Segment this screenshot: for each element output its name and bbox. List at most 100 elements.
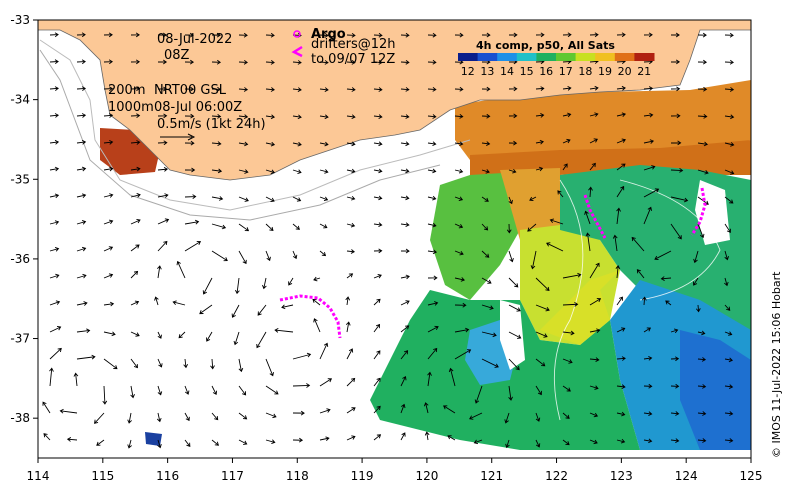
current-vector: [265, 385, 279, 395]
current-vector: [49, 59, 59, 65]
current-vector: [654, 250, 672, 261]
current-vector: [589, 85, 599, 91]
current-vector: [130, 270, 139, 279]
current-vector: [157, 439, 162, 449]
current-vector: [697, 330, 706, 336]
current-vector: [697, 114, 708, 119]
current-vector: [508, 196, 513, 205]
current-vector: [292, 87, 302, 92]
current-vector: [257, 304, 267, 316]
current-vector: [697, 59, 708, 65]
current-vector: [670, 328, 679, 334]
current-vector: [49, 193, 60, 199]
current-vector: [49, 86, 59, 91]
current-vector: [292, 437, 304, 443]
current-vector: [127, 439, 132, 449]
current-vector: [211, 196, 224, 201]
current-vector: [49, 113, 60, 118]
current-vector: [508, 32, 518, 38]
lon-tick-label: 114: [27, 469, 50, 483]
current-vector: [96, 439, 105, 446]
current-vector: [373, 273, 382, 279]
current-vector: [238, 59, 248, 65]
current-vector: [127, 412, 132, 424]
current-vector: [373, 60, 383, 65]
lon-tick-label: 116: [156, 469, 179, 483]
current-vector: [400, 222, 410, 228]
current-vector: [256, 331, 267, 349]
current-vector: [724, 87, 735, 92]
current-vector: [373, 168, 383, 174]
current-vector: [157, 240, 168, 252]
current-vector: [589, 112, 599, 117]
lon-tick-label: 125: [740, 469, 763, 483]
current-vector: [211, 223, 227, 230]
current-vector: [319, 378, 333, 387]
current-vector: [481, 113, 491, 119]
current-vector: [49, 220, 60, 225]
current-vector: [549, 218, 564, 225]
current-vector: [535, 86, 545, 91]
current-vector: [454, 250, 464, 256]
current-vector: [631, 236, 645, 252]
current-vector: [184, 59, 195, 65]
current-vector: [697, 223, 705, 239]
colorbar-label: 13: [480, 65, 494, 78]
lon-tick-label: 122: [545, 469, 568, 483]
current-vector: [206, 331, 213, 342]
current-vector: [427, 195, 437, 201]
current-vector: [400, 248, 410, 254]
current-vector: [130, 300, 140, 306]
current-vector: [588, 186, 593, 198]
lon-tick-label: 121: [480, 469, 503, 483]
lat-tick-label: -37: [10, 332, 30, 346]
current-vector: [211, 168, 223, 174]
current-vector: [454, 196, 464, 201]
current-vector: [508, 385, 513, 401]
current-vector: [292, 114, 302, 120]
argo-drifter-tracks: [279, 187, 707, 339]
current-vector: [400, 195, 410, 201]
current-vectors: [42, 32, 735, 449]
current-vector: [427, 301, 439, 306]
current-vector: [427, 86, 437, 92]
current-vector: [724, 384, 734, 389]
colorbar-title: 4h comp, p50, All Sats: [476, 39, 615, 52]
current-vector: [76, 139, 87, 145]
colorbar-swatch: [458, 53, 479, 61]
current-vector: [42, 401, 51, 414]
current-vector: [157, 32, 167, 38]
current-vector: [724, 223, 731, 233]
current-vector: [481, 223, 489, 231]
current-vector: [642, 296, 647, 306]
current-vector: [184, 241, 202, 252]
current-vector: [319, 408, 331, 414]
current-vector: [292, 223, 300, 230]
lat-tick-label: -36: [10, 252, 30, 266]
current-vector: [319, 114, 329, 120]
current-vector: [319, 32, 329, 38]
current-vector: [670, 168, 684, 173]
product-time-label: 08-Jul 06:00Z: [154, 100, 242, 115]
current-vector: [373, 323, 381, 333]
current-vector: [130, 86, 141, 92]
current-vector: [693, 277, 699, 286]
current-vector: [73, 372, 79, 387]
plot-frame: [37, 19, 752, 459]
current-vector: [400, 325, 410, 333]
colorbar-label: 17: [559, 65, 573, 78]
current-vector: [76, 86, 87, 91]
current-vector: [448, 367, 456, 387]
current-vector: [346, 348, 354, 360]
current-vector: [697, 384, 707, 389]
current-vector: [589, 412, 599, 418]
argo-float-icon: [293, 30, 301, 38]
current-vector: [400, 300, 410, 306]
current-vector: [130, 358, 138, 369]
current-vector: [643, 32, 653, 38]
current-vector: [157, 140, 168, 146]
current-vector: [660, 276, 672, 281]
current-vector: [373, 350, 381, 360]
colorbar-label: 14: [500, 65, 514, 78]
current-vector: [265, 169, 276, 175]
